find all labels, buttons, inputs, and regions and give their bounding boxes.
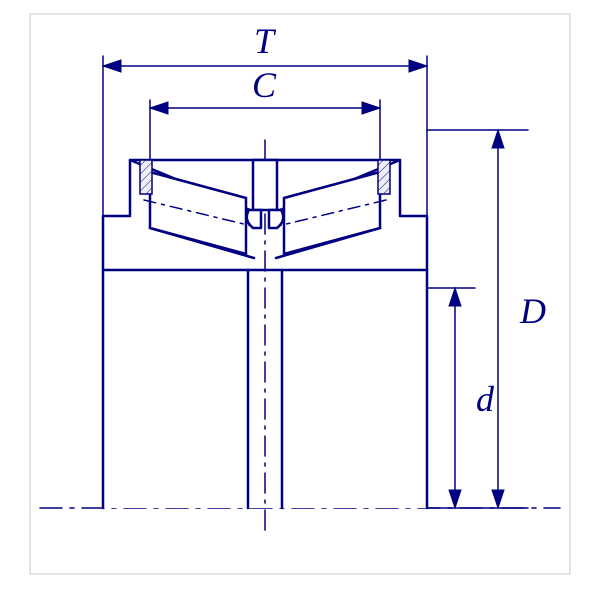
label-D: D	[520, 290, 546, 332]
label-T: T	[254, 20, 274, 62]
label-d: d	[476, 378, 494, 420]
label-C: C	[252, 64, 276, 106]
